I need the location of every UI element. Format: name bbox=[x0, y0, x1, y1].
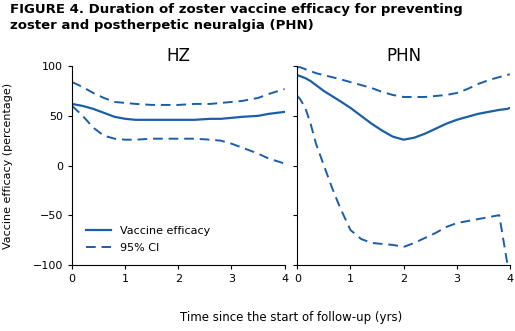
Text: Vaccine efficacy (percentage): Vaccine efficacy (percentage) bbox=[3, 82, 13, 249]
Title: HZ: HZ bbox=[166, 47, 190, 65]
Text: FIGURE 4. Duration of zoster vaccine efficacy for preventing
zoster and postherp: FIGURE 4. Duration of zoster vaccine eff… bbox=[10, 3, 463, 32]
Legend: Vaccine efficacy, 95% CI: Vaccine efficacy, 95% CI bbox=[84, 224, 212, 255]
Text: Time since the start of follow-up (yrs): Time since the start of follow-up (yrs) bbox=[180, 311, 402, 324]
Title: PHN: PHN bbox=[386, 47, 421, 65]
